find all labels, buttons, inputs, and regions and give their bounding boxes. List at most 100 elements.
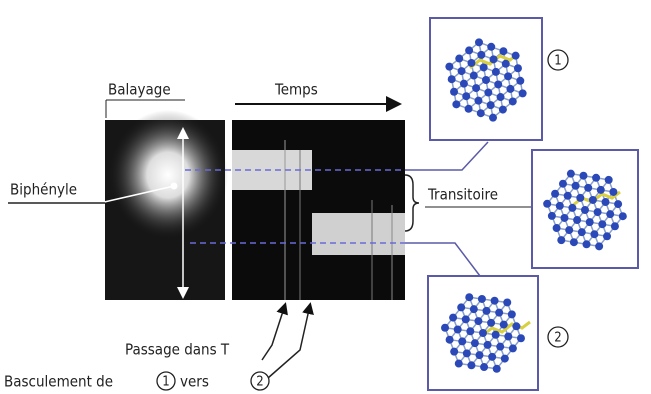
atom bbox=[465, 46, 473, 54]
basculement-label: Basculement de bbox=[4, 373, 113, 391]
atom bbox=[570, 238, 578, 246]
atom bbox=[598, 220, 606, 228]
connector bbox=[405, 142, 488, 170]
atom bbox=[491, 297, 499, 305]
figure: Balayage Temps Biphényle Transitoire Pas… bbox=[0, 0, 651, 394]
atom bbox=[506, 85, 514, 93]
atom bbox=[477, 51, 485, 59]
atom bbox=[583, 240, 591, 248]
atom bbox=[454, 326, 462, 334]
atom bbox=[589, 196, 597, 204]
state-number: 1 bbox=[554, 54, 561, 69]
atom bbox=[449, 314, 457, 322]
atom bbox=[519, 89, 527, 97]
atom bbox=[483, 307, 491, 315]
atom bbox=[567, 170, 575, 178]
atom bbox=[452, 100, 460, 108]
atom bbox=[463, 349, 471, 357]
atom bbox=[602, 198, 610, 206]
atom bbox=[553, 224, 561, 232]
state-2-band bbox=[312, 213, 405, 255]
atom bbox=[512, 322, 520, 330]
state-number: 2 bbox=[256, 375, 263, 390]
vers-label: vers bbox=[180, 373, 209, 391]
atom bbox=[474, 317, 482, 325]
atom bbox=[499, 106, 507, 114]
atom bbox=[586, 218, 594, 226]
atom bbox=[470, 72, 478, 80]
atom bbox=[441, 324, 449, 332]
atom bbox=[482, 76, 490, 84]
atom bbox=[609, 188, 617, 196]
atom bbox=[565, 226, 573, 234]
switch-pointer bbox=[268, 305, 310, 378]
atom bbox=[493, 365, 501, 373]
atom bbox=[480, 363, 488, 371]
passage-label: Passage dans T bbox=[125, 341, 230, 359]
atom bbox=[472, 84, 480, 92]
atom bbox=[448, 75, 456, 83]
atom bbox=[457, 303, 465, 311]
atom bbox=[480, 63, 488, 71]
atom bbox=[564, 192, 572, 200]
atom bbox=[572, 182, 580, 190]
atom bbox=[475, 351, 483, 359]
atom bbox=[474, 97, 482, 105]
atom bbox=[590, 230, 598, 238]
transitoire-label: Transitoire bbox=[427, 186, 498, 204]
atom bbox=[479, 329, 487, 337]
atom bbox=[496, 343, 504, 351]
passage-pointer bbox=[262, 305, 285, 360]
atom bbox=[614, 200, 622, 208]
atom bbox=[475, 38, 483, 46]
atom bbox=[462, 92, 470, 100]
atom bbox=[502, 60, 510, 68]
state-number: 1 bbox=[162, 375, 169, 390]
atom bbox=[597, 186, 605, 194]
atom bbox=[603, 232, 611, 240]
atom bbox=[500, 321, 508, 329]
atom bbox=[504, 72, 512, 80]
atom bbox=[503, 298, 511, 306]
atom bbox=[492, 331, 500, 339]
atom bbox=[595, 242, 603, 250]
atom bbox=[478, 295, 486, 303]
atom bbox=[504, 332, 512, 340]
atom bbox=[606, 210, 614, 218]
atom bbox=[489, 114, 497, 122]
atom bbox=[497, 93, 505, 101]
time-trace bbox=[232, 120, 405, 300]
atom bbox=[578, 228, 586, 236]
atom bbox=[487, 43, 495, 51]
atom bbox=[446, 336, 454, 344]
atom bbox=[492, 68, 500, 76]
atom bbox=[514, 64, 522, 72]
atom bbox=[560, 214, 568, 222]
atom bbox=[581, 206, 589, 214]
atom bbox=[450, 88, 458, 96]
atom bbox=[517, 334, 525, 342]
atom bbox=[462, 315, 470, 323]
atom bbox=[611, 222, 619, 230]
atom bbox=[458, 337, 466, 345]
atom bbox=[467, 361, 475, 369]
atom bbox=[471, 339, 479, 347]
atom bbox=[499, 47, 507, 55]
atom bbox=[455, 55, 463, 63]
balayage-label: Balayage bbox=[108, 81, 171, 99]
atom bbox=[458, 67, 466, 75]
atom bbox=[516, 77, 524, 85]
molecule-glow bbox=[108, 110, 228, 240]
atom bbox=[501, 355, 509, 363]
atom bbox=[494, 80, 502, 88]
atom bbox=[509, 344, 517, 352]
atom bbox=[484, 89, 492, 97]
atom bbox=[548, 212, 556, 220]
atom bbox=[488, 353, 496, 361]
atom bbox=[450, 348, 458, 356]
atom bbox=[619, 212, 627, 220]
atom bbox=[557, 236, 565, 244]
atom bbox=[467, 59, 475, 67]
atom bbox=[584, 184, 592, 192]
atom bbox=[543, 200, 551, 208]
